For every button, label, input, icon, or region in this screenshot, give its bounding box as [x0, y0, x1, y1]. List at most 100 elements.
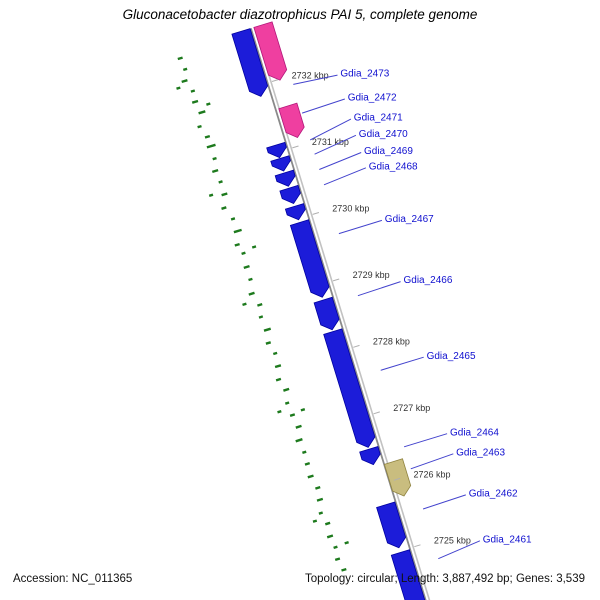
feature-tick: [302, 450, 307, 454]
gene-label[interactable]: Gdia_2463: [456, 447, 505, 458]
feature-tick: [221, 206, 227, 210]
gene-arrow-Gdia_2466[interactable]: [313, 296, 340, 331]
gene-label[interactable]: Gdia_2464: [450, 427, 499, 438]
feature-tick: [318, 511, 324, 515]
genome-title: Gluconacetobacter diazotrophicus PAI 5, …: [122, 7, 478, 22]
kbp-label: 2726 kbp: [414, 469, 451, 479]
label-leader-line: [301, 98, 345, 114]
feature-tick: [241, 251, 246, 256]
feature-tick: [257, 302, 263, 307]
feature-tick: [190, 89, 196, 93]
gene-label[interactable]: Gdia_2472: [348, 93, 397, 104]
kbp-label: 2725 kbp: [434, 536, 471, 546]
kbp-label: 2729 kbp: [353, 270, 390, 280]
gene-arrow-Gdia_2471[interactable]: [266, 141, 287, 159]
feature-tick: [333, 545, 338, 550]
feature-tick: [263, 327, 272, 332]
feature-tick: [334, 557, 341, 562]
feature-tick: [277, 410, 282, 414]
feature-tick: [221, 192, 228, 197]
gene-label[interactable]: Gdia_2461: [483, 534, 532, 545]
feature-tick: [248, 291, 255, 296]
kbp-label: 2728 kbp: [373, 336, 410, 346]
gene-label[interactable]: Gdia_2473: [340, 69, 389, 80]
gene-arrow-Gdia_2469[interactable]: [274, 169, 296, 187]
gene-label[interactable]: Gdia_2470: [359, 129, 408, 140]
label-leader-line: [438, 540, 481, 560]
gene-arrow-Gdia_2468[interactable]: [279, 184, 301, 205]
feature-tick: [191, 99, 199, 104]
feature-tick: [197, 124, 202, 129]
label-leader-line: [319, 152, 362, 170]
gene-label[interactable]: Gdia_2462: [469, 489, 518, 500]
feature-tick: [304, 461, 311, 466]
feature-tick: [206, 102, 211, 106]
gene-label[interactable]: Gdia_2467: [385, 214, 434, 225]
feature-tick: [230, 217, 236, 221]
feature-tick: [208, 193, 214, 197]
gene-arrow-Gdia_2463[interactable]: [383, 458, 412, 497]
feature-tick: [265, 341, 272, 345]
label-leader-line: [410, 453, 454, 470]
gene-arrow-Gdia_2473[interactable]: [231, 28, 269, 97]
label-leader-line: [323, 167, 367, 186]
feature-tick: [312, 519, 318, 523]
gene-arrow-Gdia_2462[interactable]: [376, 501, 407, 549]
feature-tick: [198, 110, 206, 115]
feature-tick: [289, 413, 296, 417]
label-leader-line: [357, 281, 401, 297]
feature-tick: [275, 377, 282, 382]
feature-tick: [272, 351, 278, 356]
gene-arrow-Gdia_2464[interactable]: [359, 446, 381, 466]
gene-label[interactable]: Gdia_2469: [364, 146, 413, 157]
kbp-tick-mark: [414, 544, 421, 548]
feature-tick: [251, 245, 257, 249]
feature-tick: [341, 567, 347, 572]
label-leader-line: [338, 219, 383, 235]
feature-tick: [182, 67, 188, 72]
kbp-tick-mark: [292, 145, 299, 149]
feature-tick: [295, 424, 302, 429]
feature-tick: [181, 79, 188, 84]
gene-label[interactable]: Gdia_2465: [427, 351, 476, 362]
kbp-tick-mark: [312, 212, 320, 215]
gene-arrow-Gdia_2465[interactable]: [323, 328, 376, 448]
feature-tick: [284, 401, 290, 405]
gene-label[interactable]: Gdia_2471: [354, 113, 403, 124]
status-accession: Accession: NC_011365: [13, 573, 133, 585]
label-leader-line: [314, 134, 357, 155]
feature-tick: [315, 485, 321, 490]
feature-tick: [307, 474, 314, 479]
kbp-label: 2727 kbp: [393, 403, 430, 413]
gene-arrow-Gdia_2472[interactable]: [278, 102, 305, 139]
feature-tick: [206, 143, 216, 149]
feature-tick: [233, 228, 242, 234]
feature-tick: [300, 408, 306, 412]
kbp-label: 2732 kbp: [292, 71, 329, 81]
kbp-tick-mark: [332, 278, 340, 282]
gene-arrow-unnamed[interactable]: [284, 203, 306, 221]
feature-tick: [204, 134, 211, 139]
gene-label[interactable]: Gdia_2468: [369, 161, 418, 172]
gene-arrow-Gdia_2467[interactable]: [289, 219, 330, 298]
feature-tick: [344, 541, 349, 545]
feature-tick: [177, 56, 183, 61]
gene-arrow-Gdia_2461[interactable]: [390, 549, 436, 600]
feature-tick: [243, 264, 250, 270]
gene-label[interactable]: Gdia_2466: [404, 275, 453, 286]
kbp-tick-mark: [353, 344, 360, 348]
feature-tick: [242, 302, 247, 307]
kbp-tick-mark: [373, 411, 380, 415]
gene-arrow-unnamed[interactable]: [253, 21, 288, 81]
kbp-tick-mark: [271, 79, 279, 82]
gene-arrow-Gdia_2470[interactable]: [270, 155, 291, 172]
feature-tick: [248, 277, 253, 282]
feature-tick: [176, 86, 181, 90]
label-leader-line: [309, 118, 352, 141]
feature-tick: [324, 521, 331, 526]
label-leader-line: [403, 433, 448, 448]
feature-tick: [283, 387, 290, 392]
label-leader-line: [422, 494, 466, 510]
